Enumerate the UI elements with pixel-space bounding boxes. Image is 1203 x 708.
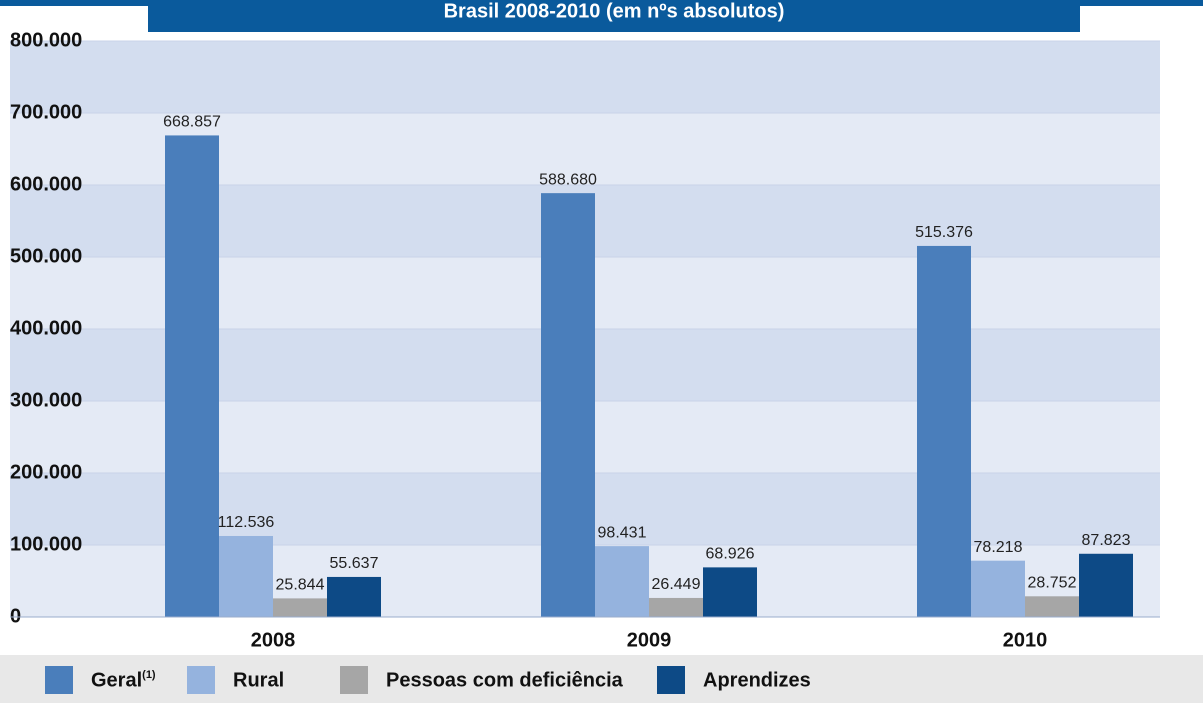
bar xyxy=(1079,553,1133,617)
value-label: 112.536 xyxy=(218,514,275,531)
bar xyxy=(273,598,327,617)
value-label: 98.431 xyxy=(598,524,647,541)
x-tick-label: 2009 xyxy=(627,629,672,651)
legend-swatch xyxy=(340,666,368,694)
y-tick-label: 800.000 xyxy=(10,29,82,51)
value-label: 68.926 xyxy=(706,546,755,563)
legend-label: Geral(1) xyxy=(91,669,156,691)
bar xyxy=(649,597,703,617)
legend-label: Pessoas com deficiência xyxy=(386,669,624,691)
value-label: 55.637 xyxy=(330,555,379,572)
bar xyxy=(327,576,381,617)
y-tick-label: 500.000 xyxy=(10,245,82,267)
value-label: 668.857 xyxy=(163,114,221,131)
value-label: 87.823 xyxy=(1082,532,1131,549)
y-tick-label: 300.000 xyxy=(10,389,82,411)
x-tick-label: 2010 xyxy=(1003,629,1048,651)
legend-swatch xyxy=(45,666,73,694)
y-tick-label: 600.000 xyxy=(10,173,82,195)
y-tick-label: 0 xyxy=(10,605,21,627)
value-label: 28.752 xyxy=(1028,575,1077,592)
bar xyxy=(219,535,273,617)
value-label: 25.844 xyxy=(276,577,325,594)
bar xyxy=(971,560,1025,617)
legend-swatch xyxy=(657,666,685,694)
bar xyxy=(541,193,595,618)
x-tick-label: 2008 xyxy=(251,629,296,651)
y-tick-label: 400.000 xyxy=(10,317,82,339)
bar xyxy=(703,567,757,617)
value-label: 78.218 xyxy=(974,539,1023,556)
legend-note: (1) xyxy=(142,669,156,681)
value-label: 515.376 xyxy=(915,224,973,241)
bar xyxy=(917,245,971,618)
bar xyxy=(1025,596,1079,617)
value-label: 26.449 xyxy=(652,576,701,593)
legend-swatch xyxy=(187,666,215,694)
bar xyxy=(165,135,219,617)
bar xyxy=(595,546,649,617)
y-tick-label: 700.000 xyxy=(10,101,82,123)
y-tick-label: 200.000 xyxy=(10,461,82,483)
y-tick-label: 100.000 xyxy=(10,533,82,555)
band xyxy=(10,41,1160,113)
value-label: 588.680 xyxy=(539,171,597,188)
legend-label: Rural xyxy=(233,669,284,691)
chart-title: Brasil 2008-2010 (em nºs absolutos) xyxy=(444,0,785,22)
title-box xyxy=(148,0,1080,32)
legend-label: Aprendizes xyxy=(703,669,811,691)
